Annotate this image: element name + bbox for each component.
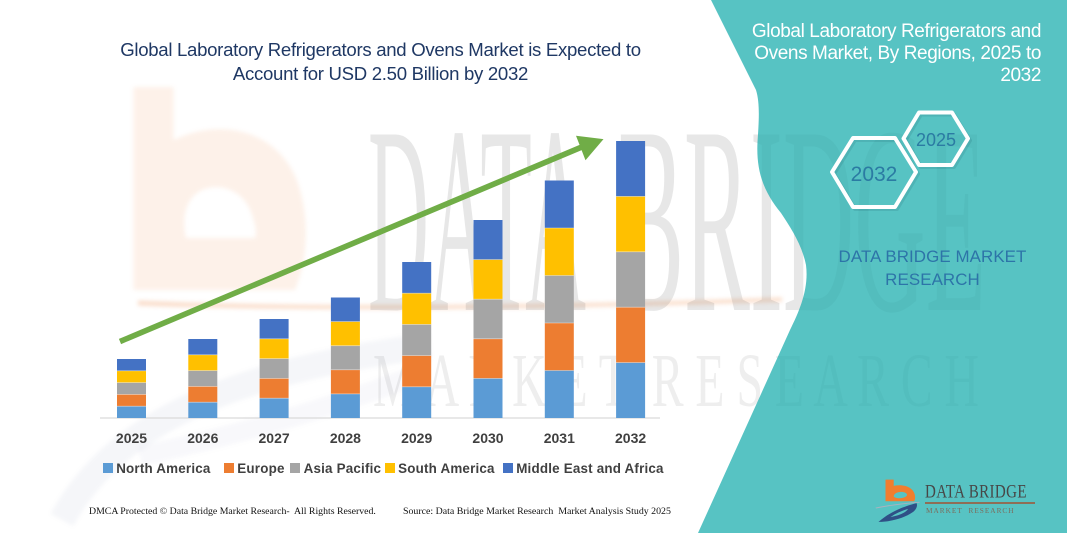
svg-text:2032: 2032 bbox=[851, 163, 898, 186]
svg-text:2025: 2025 bbox=[916, 130, 956, 150]
